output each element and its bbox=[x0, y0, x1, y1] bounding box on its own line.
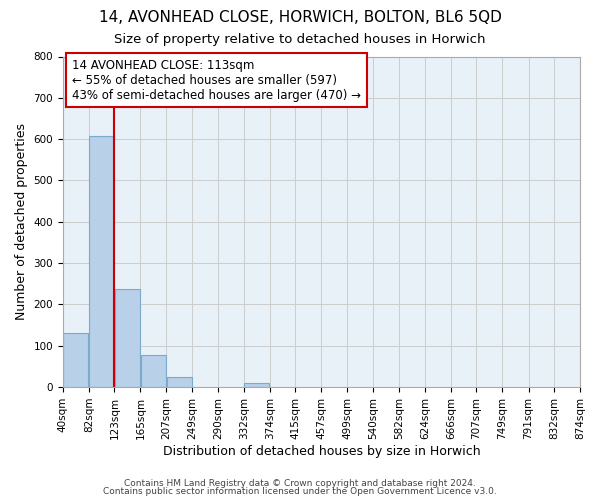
Bar bbox=[63, 334, 88, 387]
Bar bbox=[115, 288, 140, 387]
Bar bbox=[244, 383, 269, 387]
Bar bbox=[167, 377, 192, 387]
Text: 14 AVONHEAD CLOSE: 113sqm
← 55% of detached houses are smaller (597)
43% of semi: 14 AVONHEAD CLOSE: 113sqm ← 55% of detac… bbox=[72, 58, 361, 102]
Text: Size of property relative to detached houses in Horwich: Size of property relative to detached ho… bbox=[114, 32, 486, 46]
Bar bbox=[140, 355, 166, 387]
X-axis label: Distribution of detached houses by size in Horwich: Distribution of detached houses by size … bbox=[163, 444, 480, 458]
Text: Contains public sector information licensed under the Open Government Licence v3: Contains public sector information licen… bbox=[103, 487, 497, 496]
Y-axis label: Number of detached properties: Number of detached properties bbox=[15, 124, 28, 320]
Text: Contains HM Land Registry data © Crown copyright and database right 2024.: Contains HM Land Registry data © Crown c… bbox=[124, 478, 476, 488]
Bar bbox=[89, 136, 114, 387]
Text: 14, AVONHEAD CLOSE, HORWICH, BOLTON, BL6 5QD: 14, AVONHEAD CLOSE, HORWICH, BOLTON, BL6… bbox=[98, 10, 502, 25]
